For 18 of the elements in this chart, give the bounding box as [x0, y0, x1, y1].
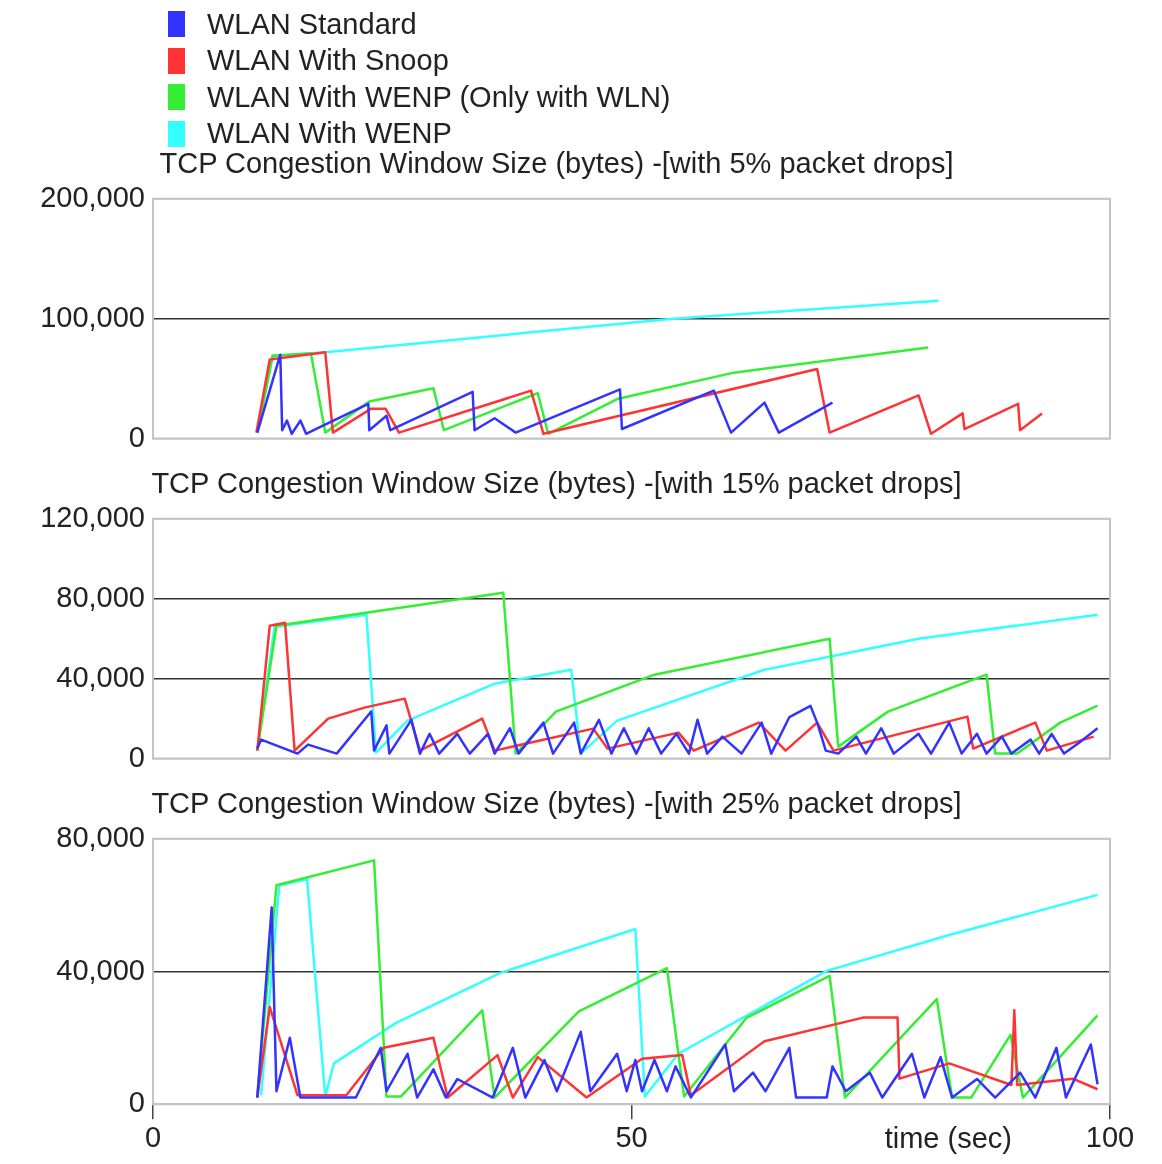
x-tick-label: 50: [615, 1120, 648, 1153]
x-axis-title: time (sec): [884, 1122, 1012, 1155]
y-tick-label: 0: [128, 1086, 145, 1119]
chart-title: TCP Congestion Window Size (bytes) -[with 25% packet drops]: [151, 787, 962, 820]
y-tick-label: 80,000: [56, 580, 145, 613]
legend-label: WLAN Standard: [207, 7, 417, 41]
y-tick-label: 80,000: [56, 820, 145, 853]
legend-label: WLAN With Snoop: [207, 44, 449, 78]
y-tick-label: 0: [128, 740, 145, 773]
y-tick-label: 100,000: [40, 300, 145, 333]
legend-label: WLAN With WENP (Only with WLN): [207, 80, 671, 114]
chart-title: TCP Congestion Window Size (bytes) -[with 15% packet drops]: [151, 467, 962, 500]
y-tick-label: 40,000: [56, 660, 145, 693]
x-tick-label: 100: [1085, 1120, 1135, 1153]
y-tick-label: 120,000: [40, 500, 145, 533]
y-tick-label: 0: [128, 420, 145, 453]
y-tick-label: 40,000: [56, 953, 145, 986]
y-tick-label: 200,000: [40, 180, 145, 213]
